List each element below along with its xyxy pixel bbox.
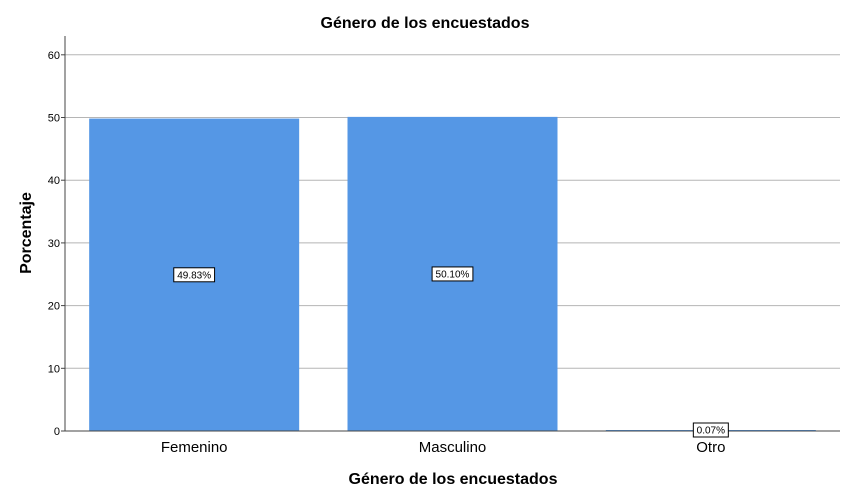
y-tick-label: 30 (48, 238, 60, 250)
data-label-box (692, 422, 729, 438)
y-tick-label: 60 (48, 50, 60, 62)
x-axis-title: Género de los encuestados (349, 471, 558, 488)
data-label-text: 49.83% (177, 270, 211, 281)
data-label-text: 50.10% (436, 269, 470, 280)
y-axis-title: Porcentaje (18, 192, 35, 274)
x-tick-labels: Femenino Masculino Otro (161, 439, 726, 456)
data-label: 49.83% (173, 267, 216, 283)
bars (89, 116, 816, 432)
data-label-text: 0.07% (697, 426, 725, 437)
data-label: 50.10% (431, 266, 474, 282)
y-tick-label: 0 (54, 426, 60, 438)
x-tick-label: Masculino (419, 439, 487, 456)
y-tick-label: 50 (48, 113, 60, 125)
y-tick-labels: 0 10 20 30 40 50 60 (48, 50, 60, 438)
data-labels: 49.83% 50.10% 0.07% (173, 266, 729, 438)
data-label-box (431, 266, 474, 282)
data-label: 0.07% (692, 422, 729, 438)
data-label-box (173, 267, 216, 283)
y-tick-label: 10 (48, 363, 60, 375)
x-tick-label: Otro (696, 439, 725, 456)
x-tick-label: Femenino (161, 439, 228, 456)
chart-title: Género de los encuestados (321, 15, 530, 32)
y-tick-label: 20 (48, 301, 60, 313)
y-tick-label: 40 (48, 175, 60, 187)
